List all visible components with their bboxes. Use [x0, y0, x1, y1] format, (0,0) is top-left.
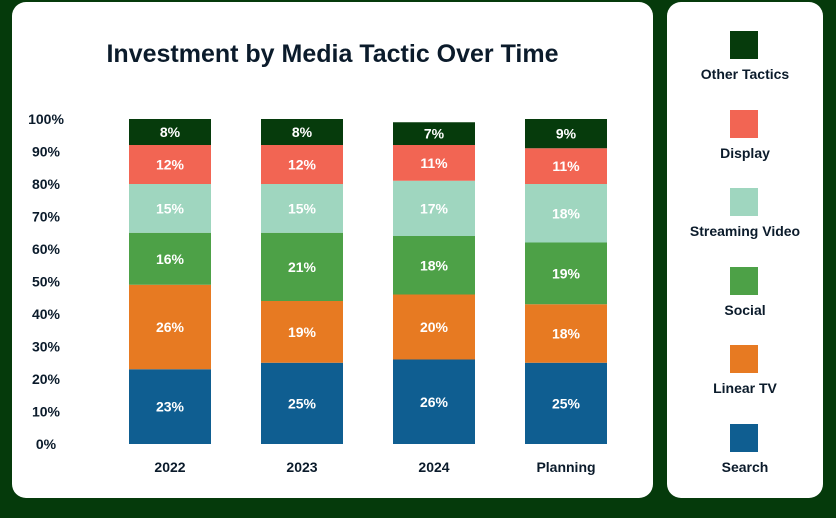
bar-segment-streaming-video: [261, 184, 343, 233]
bar-segment-display: [525, 148, 607, 184]
legend-item-search: Search: [667, 423, 823, 494]
y-tick-label: 70%: [32, 209, 61, 225]
bar-segment-linear-tv: [525, 304, 607, 363]
bar-segment-search: [261, 362, 343, 444]
bar-data-label: 25%: [288, 395, 317, 411]
legend-label: Linear TV: [713, 380, 777, 396]
bar-segment-other-tactics: [525, 119, 607, 149]
chart-card: Investment by Media Tactic Over Time 0% 1…: [12, 2, 653, 498]
bar-segment-other-tactics: [393, 122, 475, 145]
legend-label: Search: [721, 458, 769, 475]
bar-data-label: 21%: [288, 259, 317, 275]
bar-segment-other-tactics: [129, 119, 211, 145]
bar-data-label: 25%: [552, 395, 581, 411]
bar-segment-social: [261, 232, 343, 301]
legend-item-other-tactics: Other Tactics: [667, 31, 823, 101]
bar-data-label: 19%: [288, 324, 317, 340]
bar-segment-streaming-video: [129, 184, 211, 233]
bar-data-label: 9%: [556, 126, 577, 142]
bar-data-label: 18%: [420, 257, 449, 273]
legend-swatch: [730, 266, 758, 295]
bar-data-label: 20%: [420, 319, 449, 335]
bar-segment-linear-tv: [393, 294, 475, 360]
y-tick-label: 100%: [28, 111, 64, 127]
bar-segment-display: [393, 145, 475, 181]
x-tick-label: 2022: [154, 459, 185, 475]
bar-segment-social: [525, 242, 607, 305]
bar-data-label: 12%: [156, 157, 185, 173]
bar-segment-display: [129, 145, 211, 184]
bar-data-label: 15%: [288, 200, 317, 216]
y-tick-label: 50%: [32, 274, 61, 290]
legend-item-social: Social: [667, 266, 823, 337]
y-tick-label: 10%: [32, 404, 61, 420]
x-tick-label: Planning: [536, 459, 595, 475]
y-tick-label: 30%: [32, 339, 61, 355]
legend-swatch: [730, 345, 758, 373]
bar-data-label: 12%: [288, 157, 317, 173]
y-tick-label: 90%: [32, 144, 61, 160]
bar-data-label: 18%: [552, 205, 581, 221]
bar-segment-streaming-video: [525, 184, 607, 243]
bar-data-label: 23%: [156, 399, 185, 415]
bar-segment-search: [525, 362, 607, 444]
bar-segment-search: [129, 369, 211, 444]
y-tick-label: 0%: [36, 436, 57, 452]
stacked-bar-chart: 0% 10% 20% 30% 40% 50% 60% 70% 80% 90% 100% 23% 26% 1…: [28, 111, 607, 475]
y-tick-label: 20%: [32, 371, 61, 387]
legend-swatch: [730, 423, 758, 452]
bar-segment-linear-tv: [129, 284, 211, 370]
bar-segment-linear-tv: [261, 301, 343, 363]
legend-label: Display: [720, 144, 770, 161]
legend-label: Social: [724, 301, 766, 318]
bar-data-label: 26%: [156, 319, 185, 335]
legend-swatch: [730, 31, 758, 59]
y-tick-label: 60%: [32, 241, 61, 257]
legend-item-streaming-video: Streaming Video: [667, 188, 823, 258]
x-tick-label: 2024: [418, 459, 449, 475]
legend-label: Other Tactics: [700, 66, 790, 82]
legend-swatch: [730, 109, 758, 138]
bar-data-label: 8%: [160, 124, 181, 140]
bar-segment-social: [393, 236, 475, 295]
bar-data-label: 15%: [156, 200, 185, 216]
bar-data-label: 18%: [552, 326, 581, 342]
bar-segment-streaming-video: [393, 180, 475, 236]
legend-label: Streaming Video: [689, 223, 801, 239]
bar-data-label: 11%: [552, 158, 580, 174]
x-tick-label: 2023: [286, 459, 317, 475]
bar-segment-search: [393, 359, 475, 444]
bar-segment-social: [129, 232, 211, 285]
bar-data-label: 19%: [552, 265, 581, 281]
bar-data-label: 17%: [420, 200, 449, 216]
legend-item-display: Display: [667, 109, 823, 180]
chart-title: Investment by Media Tactic Over Time: [106, 40, 559, 68]
y-tick-label: 40%: [32, 306, 61, 322]
bar-data-label: 11%: [420, 155, 448, 171]
bar-segment-other-tactics: [261, 119, 343, 145]
legend-card: Other Tactics Display Streaming Video Socia…: [667, 2, 823, 498]
bar-segment-display: [261, 145, 343, 184]
bar-data-label: 16%: [156, 251, 185, 267]
bar-data-label: 7%: [424, 126, 445, 142]
y-tick-label: 80%: [32, 176, 61, 192]
legend-swatch: [730, 188, 758, 216]
bar-data-label: 8%: [292, 124, 313, 140]
legend-item-linear-tv: Linear TV: [667, 345, 823, 415]
bar-data-label: 26%: [420, 394, 449, 410]
